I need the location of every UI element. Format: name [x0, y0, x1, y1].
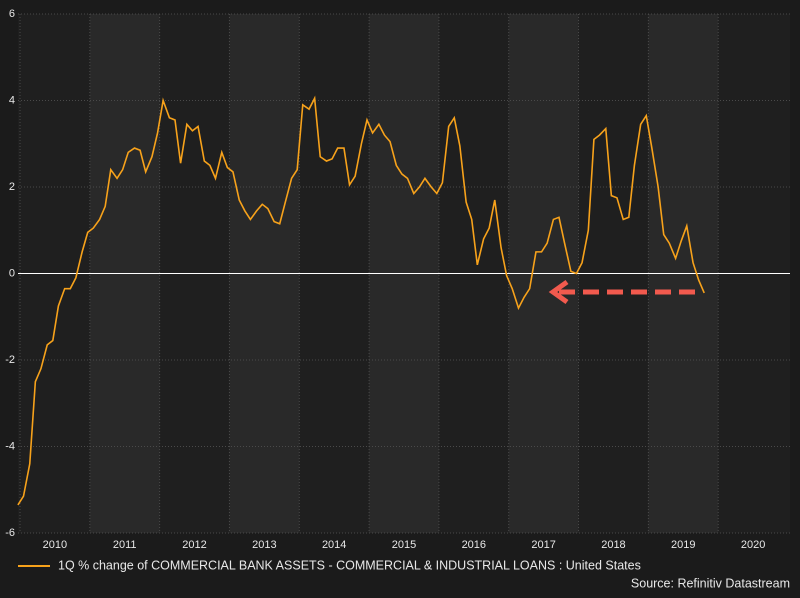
series-line	[17, 95, 705, 506]
x-tick-label: 2020	[741, 539, 765, 551]
arrow-head	[548, 279, 569, 305]
x-tick-label: 2011	[113, 539, 137, 551]
grid	[18, 13, 790, 534]
source: Source: Refinitiv Datastream	[631, 576, 790, 590]
y-tick-label: 6	[9, 8, 15, 20]
lines	[17, 95, 705, 506]
x-tick-label: 2013	[252, 539, 276, 551]
y-tick-label: -6	[5, 527, 15, 539]
y-tick-label: 2	[9, 181, 15, 193]
x-tick-label: 2014	[322, 539, 346, 551]
y-tick-label: -4	[5, 440, 15, 452]
y-tick-label: -2	[5, 354, 15, 366]
legend-label: 1Q % change of COMMERCIAL BANK ASSETS - …	[58, 558, 641, 572]
y-tick-label: 0	[9, 267, 15, 279]
x-tick-label: 2018	[601, 539, 625, 551]
y-tick-label: 4	[9, 94, 15, 106]
x-tick-label: 2017	[531, 539, 555, 551]
x-tick-label: 2016	[462, 539, 486, 551]
x-tick-label: 2012	[182, 539, 206, 551]
x-tick-label: 2015	[392, 539, 416, 551]
x-tick-label: 2019	[671, 539, 695, 551]
x-tick-label: 2010	[43, 539, 67, 551]
arrow-annotation	[548, 279, 695, 305]
